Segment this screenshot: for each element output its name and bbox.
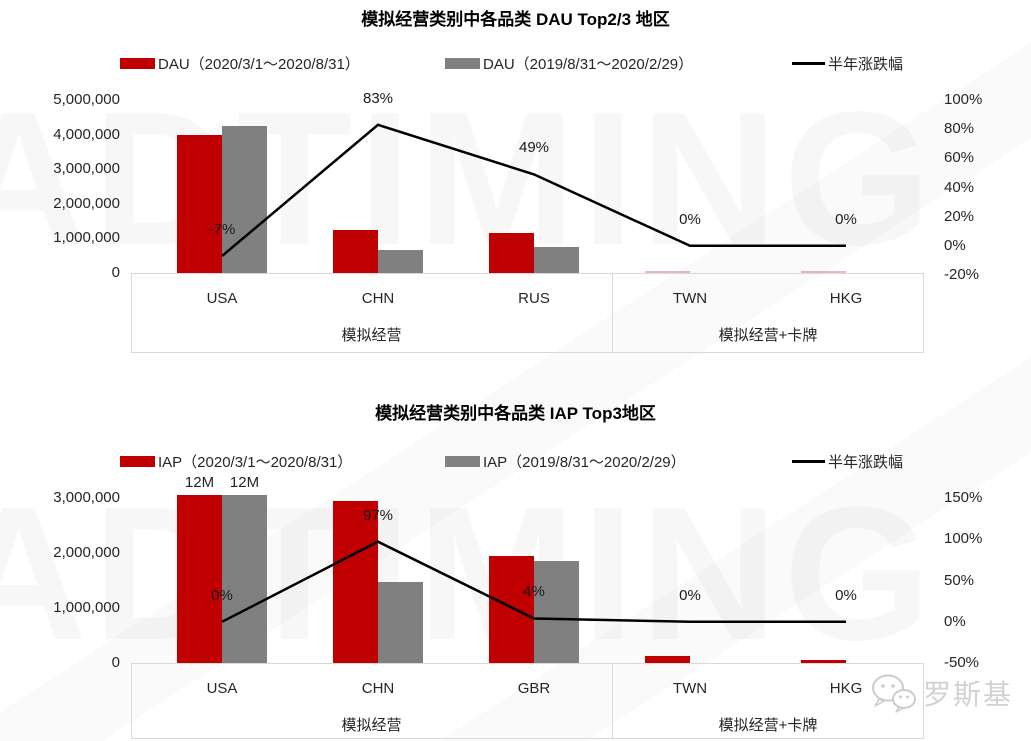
y-axis-tick-left: 2,000,000 (53, 194, 120, 212)
y-axis-tick-right: 150% (944, 489, 983, 506)
legend-line-icon (792, 61, 825, 65)
y-axis-tick-right: 80% (944, 120, 975, 138)
legend-label: DAU（2020/3/1～2020/8/31） (158, 55, 360, 73)
y-axis-tick-right: 100% (944, 91, 983, 108)
legend-item-current: DAU（2020/3/1～2020/8/31） (120, 54, 360, 73)
y-axis-tick-right: -20% (944, 266, 980, 283)
legend-item-current: IAP（2020/3/1～2020/8/31） (120, 452, 353, 471)
y-axis-tick-right: 0% (944, 612, 966, 630)
trend-point-label: 0% (211, 586, 233, 604)
group-label: 模拟经营 (341, 717, 402, 734)
legend-swatch-icon (445, 455, 480, 467)
legend-swatch-icon (120, 455, 155, 467)
category-label-twn: TWN (672, 680, 708, 697)
legend-swatch-icon (445, 57, 480, 69)
trend-point-label: 0% (835, 586, 857, 604)
y-axis-tick-right: 50% (944, 571, 975, 589)
y-axis-tick-right: 0% (944, 236, 966, 254)
category-label-usa: USA (206, 680, 238, 697)
category-label-hkg: HKG (829, 680, 863, 697)
y-axis-tick-left: 3,000,000 (53, 160, 120, 178)
bar-previous-usa (222, 495, 267, 663)
bar-current-hkg (801, 270, 846, 273)
legend-label: DAU（2019/8/31～2020/2/29） (483, 55, 694, 73)
bar-previous-chn (378, 581, 423, 663)
legend-line-icon (792, 459, 825, 463)
y-axis-tick-right: 20% (944, 207, 975, 225)
category-axis-box (131, 273, 924, 353)
legend-item-trend: 半年涨跌幅 (792, 452, 904, 471)
bar-previous-gbr (534, 561, 579, 663)
legend-item-previous: DAU（2019/8/31～2020/2/29） (445, 54, 694, 73)
category-label-twn: TWN (672, 290, 708, 307)
y-axis-tick-right: 60% (944, 149, 975, 167)
wechat-icon (872, 674, 916, 713)
category-axis-box (131, 663, 924, 739)
y-axis-tick-right: 100% (944, 530, 983, 548)
y-axis-tick-left: 4,000,000 (53, 125, 120, 143)
y-axis-tick-left: 2,000,000 (53, 544, 120, 561)
category-label-gbr: GBR (517, 680, 551, 697)
legend-label: 半年涨跌幅 (828, 55, 904, 73)
bar-current-rus (489, 233, 534, 273)
y-axis-tick-left: 0 (111, 264, 120, 281)
legend-label: IAP（2020/3/1～2020/8/31） (158, 453, 353, 471)
group-label: 模拟经营 (341, 327, 402, 344)
trend-point-label: 4% (523, 583, 545, 601)
bar-previous-usa (222, 125, 267, 273)
iap-chart-title: 模拟经营类别中各品类 IAP Top3地区 (375, 404, 656, 423)
bar-current-usa (177, 495, 222, 663)
y-axis-tick-left: 1,000,000 (53, 229, 120, 247)
category-label-chn: CHN (361, 290, 395, 307)
category-label-chn: CHN (361, 680, 395, 697)
y-axis-tick-left: 5,000,000 (53, 91, 120, 108)
group-label: 模拟经营+卡牌 (718, 327, 818, 344)
bar-top-label: 12M (184, 474, 215, 492)
trend-point-label: 97% (362, 506, 394, 524)
legend-label: 半年涨跌幅 (828, 453, 904, 471)
bar-previous-rus (534, 247, 579, 273)
group-label: 模拟经营+卡牌 (718, 717, 818, 734)
y-axis-tick-left: 0 (111, 654, 120, 671)
bar-current-usa (177, 134, 222, 273)
trend-point-label: 83% (362, 89, 394, 107)
category-label-rus: RUS (518, 290, 550, 307)
category-label-hkg: HKG (829, 290, 863, 307)
legend-swatch-icon (120, 57, 155, 69)
bar-current-twn (645, 655, 690, 663)
bar-current-gbr (489, 555, 534, 663)
legend-item-trend: 半年涨跌幅 (792, 54, 904, 73)
y-axis-tick-right: -50% (944, 654, 980, 671)
trend-point-label: 0% (679, 210, 701, 228)
group-divider (612, 663, 613, 739)
category-label-usa: USA (206, 290, 238, 307)
bar-current-chn (333, 229, 378, 273)
trend-point-label: 0% (679, 586, 701, 604)
bar-current-chn (333, 500, 378, 663)
legend-label: IAP（2019/8/31～2020/2/29） (483, 453, 686, 471)
y-axis-tick-right: 40% (944, 178, 975, 196)
legend-item-previous: IAP（2019/8/31～2020/2/29） (445, 452, 686, 471)
trend-point-label: -7% (208, 221, 236, 239)
publisher-logo-text: 罗斯基 (923, 679, 1014, 710)
publisher-logo: 罗斯基 (869, 672, 1013, 714)
y-axis-tick-left: 3,000,000 (53, 489, 120, 506)
trend-point-label: 49% (518, 139, 550, 157)
bar-top-label: 12M (229, 474, 260, 492)
bar-current-hkg (801, 660, 846, 663)
dau-chart-title: 模拟经营类别中各品类 DAU Top2/3 地区 (361, 10, 670, 29)
trend-point-label: 0% (835, 210, 857, 228)
group-divider (612, 273, 613, 353)
bar-current-twn (645, 270, 690, 273)
bar-previous-chn (378, 250, 423, 273)
y-axis-tick-left: 1,000,000 (53, 599, 120, 616)
